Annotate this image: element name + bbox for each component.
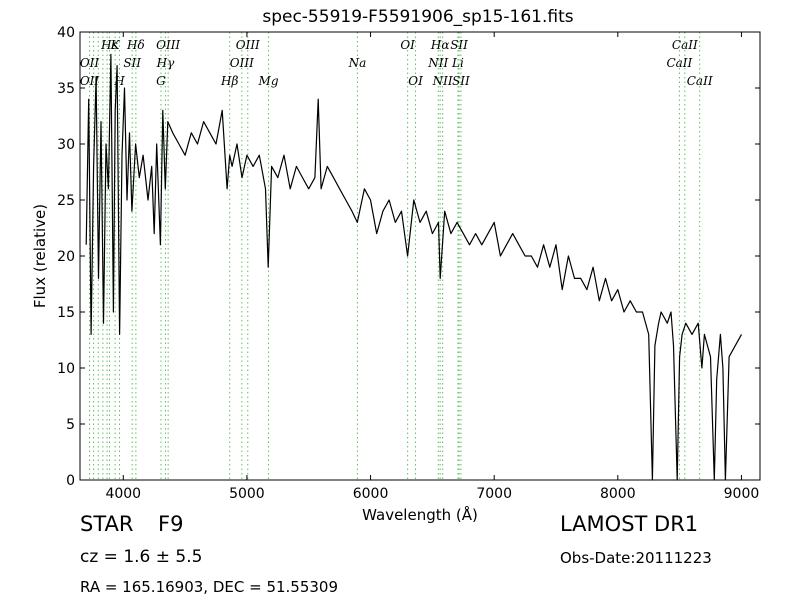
- line-marker-label: Hγ: [156, 56, 175, 70]
- x-tick-label: 6000: [353, 486, 389, 502]
- plot-frame: [79, 31, 761, 481]
- line-marker-label: Li: [451, 56, 464, 70]
- line-marker-label: OII: [80, 56, 100, 70]
- line-marker-label: Hα: [430, 38, 450, 52]
- observation-date: Obs-Date:20111223: [560, 549, 712, 567]
- y-axis: 0 5 10 15 20 25 30 35 40: [57, 25, 760, 489]
- object-type: STAR: [80, 512, 134, 536]
- line-marker-label: OIII: [156, 38, 180, 52]
- x-axis: 4000 5000 6000 7000 8000 9000: [105, 32, 759, 502]
- line-marker-label: OIII: [236, 38, 260, 52]
- line-marker-label: SII: [452, 74, 470, 88]
- y-axis-label: Flux (relative): [31, 204, 49, 308]
- chart-title: spec-55919-F5591906_sp15-161.fits: [262, 7, 573, 27]
- line-marker-label: K: [110, 38, 121, 52]
- x-tick-label: 4000: [105, 486, 141, 502]
- line-marker-label: CaII: [666, 56, 692, 70]
- y-tick-label: 0: [66, 473, 75, 489]
- spectrum-line: [85, 53, 743, 481]
- line-marker-label: CaII: [672, 38, 698, 52]
- y-tick-label: 15: [57, 305, 75, 321]
- line-marker-label: CaII: [687, 74, 713, 88]
- x-tick-label: 8000: [600, 486, 636, 502]
- redshift-cz: cz = 1.6 ± 5.5: [80, 547, 203, 567]
- y-tick-label: 10: [57, 361, 75, 377]
- x-tick-label: 7000: [476, 486, 512, 502]
- line-marker-label: NII: [432, 74, 453, 88]
- y-tick-label: 35: [57, 81, 75, 97]
- y-tick-label: 25: [57, 193, 75, 209]
- line-marker-label: OII: [80, 74, 100, 88]
- line-marker-label: OI: [408, 74, 423, 88]
- x-tick-label: 9000: [724, 486, 760, 502]
- spectral-line-labels: OIIOIIHεKHSIIHδGHγOIIIHβOIIIOIIIMgNaOIOI…: [80, 38, 713, 88]
- y-tick-label: 5: [66, 417, 75, 433]
- spectral-line-markers: [89, 32, 701, 480]
- line-marker-label: H: [113, 74, 125, 88]
- line-marker-label: OIII: [230, 56, 254, 70]
- object-subclass: F9: [158, 512, 184, 536]
- y-tick-label: 40: [57, 25, 75, 41]
- y-tick-label: 20: [57, 249, 75, 265]
- line-marker-label: OI: [400, 38, 415, 52]
- line-marker-label: Hε: [100, 38, 118, 52]
- line-marker-label: Hδ: [126, 38, 145, 52]
- line-marker-label: NII: [427, 56, 448, 70]
- x-tick-label: 5000: [229, 486, 265, 502]
- line-marker-label: Hβ: [220, 74, 238, 88]
- x-axis-label: Wavelength (Å): [362, 505, 478, 524]
- coordinates: RA = 165.16903, DEC = 51.55309: [80, 578, 339, 596]
- line-marker-label: SII: [450, 38, 468, 52]
- line-marker-label: Na: [348, 56, 367, 70]
- line-marker-label: G: [156, 74, 166, 88]
- survey-name: LAMOST DR1: [560, 512, 699, 536]
- y-tick-label: 30: [57, 137, 75, 153]
- line-marker-label: Mg: [258, 74, 279, 88]
- line-marker-label: SII: [123, 56, 141, 70]
